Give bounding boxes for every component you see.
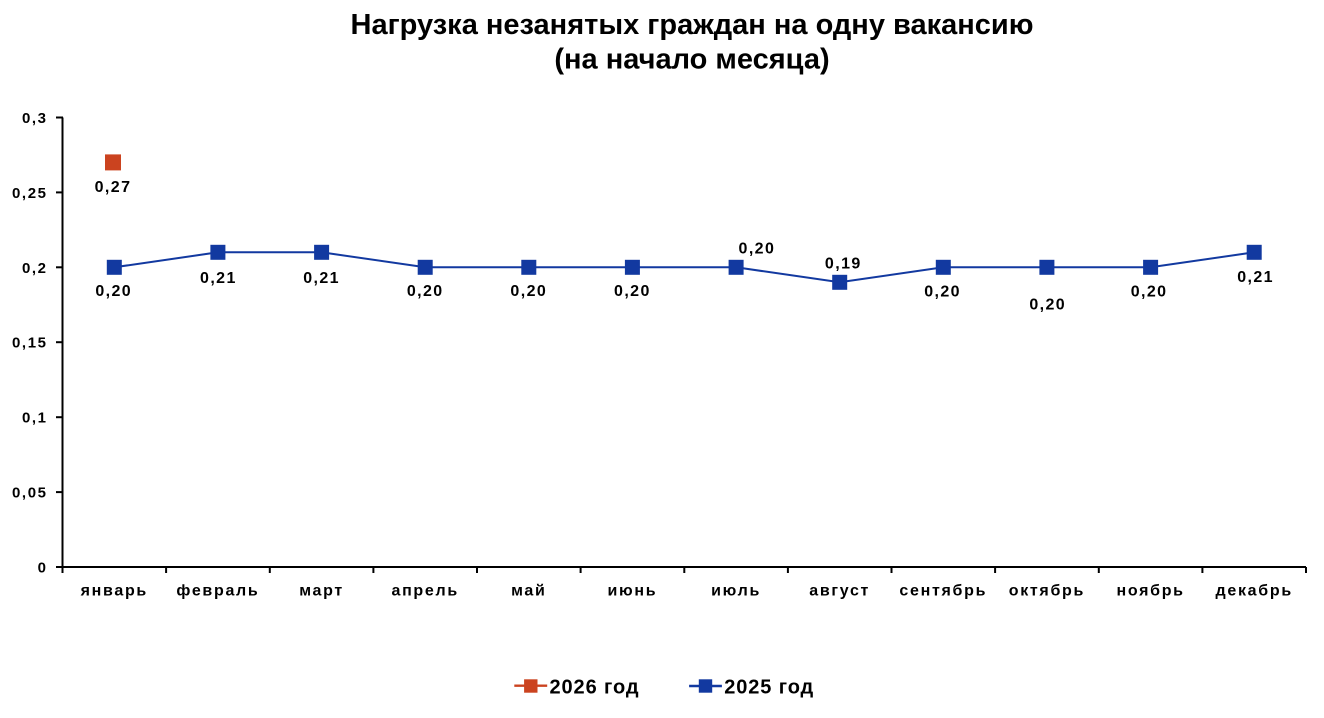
svg-text:2025 год: 2025 год [724,677,814,699]
svg-text:(на начало месяца): (на начало месяца) [554,43,829,75]
svg-text:февраль: февраль [176,583,259,600]
svg-text:0,2: 0,2 [22,260,48,277]
svg-text:0,20: 0,20 [1029,297,1066,314]
svg-text:август: август [809,583,870,600]
svg-text:0,20: 0,20 [1131,283,1168,300]
svg-text:2026 год: 2026 год [550,676,640,698]
svg-text:июль: июль [711,583,761,600]
svg-text:0,21: 0,21 [1237,269,1274,286]
svg-text:апрель: апрель [391,583,458,600]
svg-text:0: 0 [38,560,48,577]
svg-text:сентябрь: сентябрь [899,583,987,600]
svg-text:Нагрузка незанятых граждан на: Нагрузка незанятых граждан на одну вакан… [351,9,1034,41]
svg-text:май: май [511,583,546,600]
svg-text:январь: январь [80,583,148,600]
svg-text:0,20: 0,20 [739,240,776,257]
svg-text:0,21: 0,21 [200,270,237,287]
svg-text:0,20: 0,20 [510,283,547,300]
svg-text:0,1: 0,1 [22,410,48,427]
svg-text:0,3: 0,3 [22,110,48,127]
svg-text:ноябрь: ноябрь [1116,583,1184,600]
svg-text:июнь: июнь [607,583,657,600]
svg-text:0,20: 0,20 [614,283,651,300]
svg-text:март: март [299,583,344,600]
svg-text:0,20: 0,20 [95,283,132,300]
svg-text:0,25: 0,25 [12,185,48,202]
svg-text:0,27: 0,27 [95,179,132,196]
svg-text:0,19: 0,19 [825,255,862,272]
svg-text:октябрь: октябрь [1009,583,1085,600]
svg-text:0,20: 0,20 [407,283,444,300]
svg-text:декабрь: декабрь [1216,583,1293,600]
svg-text:0,21: 0,21 [303,270,340,287]
svg-text:0,20: 0,20 [924,284,961,301]
svg-text:0,15: 0,15 [12,335,48,352]
svg-text:0,05: 0,05 [12,485,48,502]
